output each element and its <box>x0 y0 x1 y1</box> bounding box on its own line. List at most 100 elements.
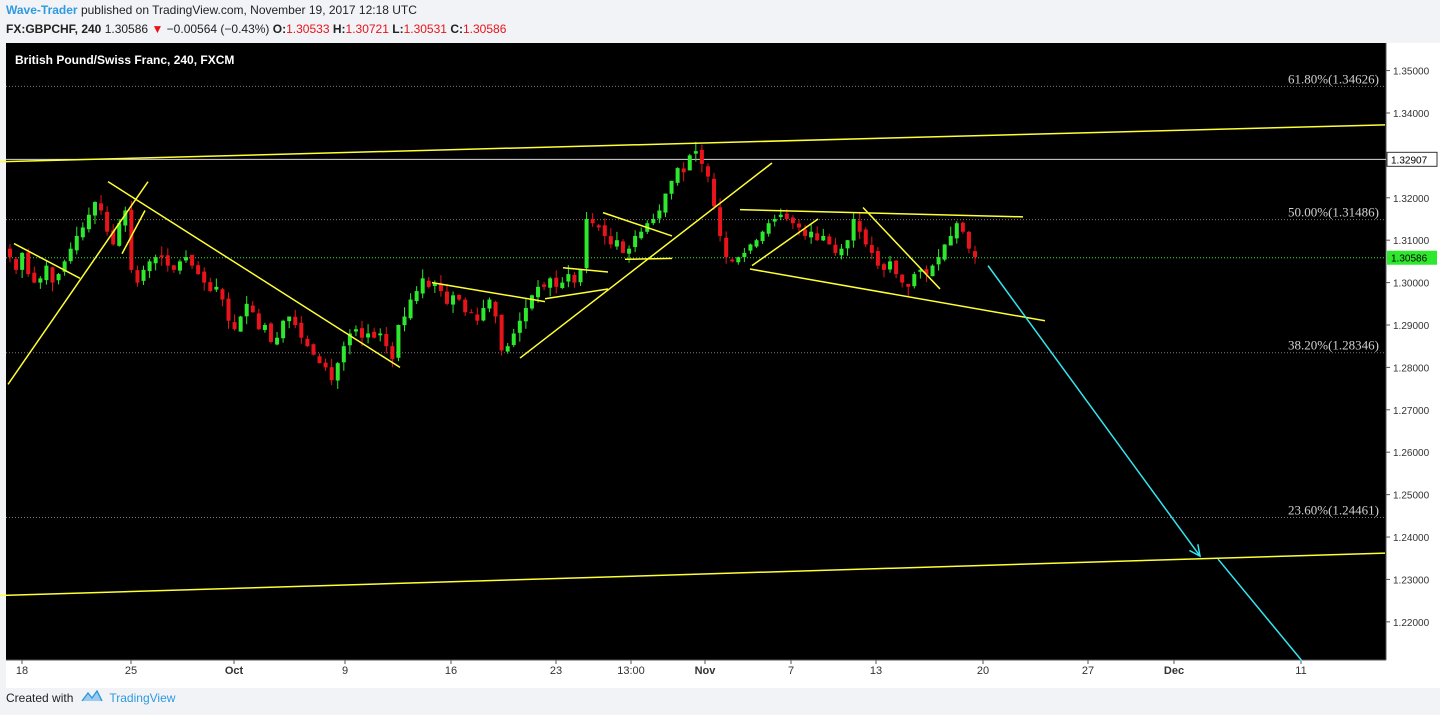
candle-body <box>262 324 267 330</box>
candle-body <box>481 308 486 321</box>
candle-body <box>396 324 401 358</box>
candle-body <box>663 193 668 213</box>
author-link[interactable]: Wave-Trader <box>6 3 78 17</box>
candle-body <box>390 346 395 359</box>
candle-body <box>803 229 808 236</box>
candle-body <box>226 298 231 321</box>
candle-body <box>888 261 893 270</box>
candle-body <box>614 240 619 247</box>
footer: Created with TradingView <box>6 689 176 705</box>
candle-body <box>171 265 176 270</box>
y-tick-label: 1.23000 <box>1393 575 1430 586</box>
candle-body <box>62 261 67 272</box>
trendline <box>562 267 609 273</box>
candle-body <box>275 337 280 345</box>
candle-body <box>857 221 862 232</box>
x-tick-label: 9 <box>342 665 348 677</box>
candle-body <box>414 291 419 302</box>
y-tick-label: 1.27000 <box>1393 406 1430 417</box>
candle-body <box>639 231 644 239</box>
candle-body <box>627 248 632 254</box>
fib-level-label: 61.80%(1.34626) <box>1288 71 1379 86</box>
candle-body <box>432 282 437 287</box>
x-tick-label: 7 <box>788 665 794 677</box>
candle-body <box>20 252 25 270</box>
forecast-arrow-line <box>987 265 1201 557</box>
price-chart[interactable]: 1.350001.340001.330001.320001.310001.300… <box>0 43 1440 688</box>
last-price-tag <box>1387 250 1437 265</box>
symbol: FX:GBPCHF, 240 <box>6 22 102 36</box>
low-label: L: <box>392 22 404 36</box>
candle-body <box>493 301 498 317</box>
candle-body <box>790 217 795 224</box>
trendline <box>0 552 1386 597</box>
tradingview-link[interactable]: TradingView <box>109 690 176 705</box>
candle-body <box>748 244 753 251</box>
candle-body <box>14 259 19 270</box>
candle-body <box>426 280 431 287</box>
candle-body <box>317 356 322 364</box>
candle-body <box>232 322 237 330</box>
candle-body <box>50 267 55 283</box>
symbol-line: FX:GBPCHF, 240 1.30586 ▼ −0.00564 (−0.43… <box>6 22 506 36</box>
candle-body <box>651 218 656 224</box>
candle-body <box>153 257 158 264</box>
candle-body <box>772 218 777 222</box>
candle-body <box>590 218 595 224</box>
x-tick-label: 16 <box>445 665 457 677</box>
candle-body <box>499 314 504 351</box>
down-triangle-icon: ▼ <box>151 22 164 36</box>
candle-body <box>766 223 771 234</box>
trendline <box>7 181 149 385</box>
candle-body <box>912 274 917 287</box>
candle-body <box>202 271 207 283</box>
candle-body <box>438 283 443 292</box>
candle-body <box>572 274 577 283</box>
candle-body <box>366 333 371 338</box>
close-value: 1.30586 <box>462 22 507 36</box>
trendline <box>13 242 81 280</box>
open-label: O: <box>272 22 287 36</box>
x-tick-label: Dec <box>1164 665 1184 677</box>
candle-body <box>924 269 929 275</box>
candle-body <box>529 295 534 309</box>
candle-body <box>323 362 328 368</box>
candle-body <box>408 299 413 319</box>
price-axis <box>1386 43 1440 688</box>
candle-body <box>754 240 759 247</box>
trendline <box>107 181 401 369</box>
candle-body <box>56 274 61 281</box>
trendline <box>739 208 1024 218</box>
candle-body <box>329 367 334 381</box>
trendline <box>544 288 609 300</box>
candle-body <box>92 202 97 216</box>
forecast-arrow-line <box>1217 558 1303 662</box>
trendline <box>0 124 1386 163</box>
x-tick-label: 27 <box>1082 665 1094 677</box>
candle-body <box>190 254 195 266</box>
x-tick-label: 25 <box>125 665 137 677</box>
publish-info: Wave-Trader published on TradingView.com… <box>6 3 417 17</box>
candle-body <box>827 236 832 245</box>
candle-body <box>372 331 377 338</box>
candle-body <box>736 257 741 263</box>
candle-body <box>511 333 516 346</box>
tradingview-logo-icon <box>81 689 104 705</box>
candle-body <box>353 329 358 332</box>
candle-body <box>378 333 383 336</box>
candle-body <box>633 235 638 248</box>
candle-body <box>129 209 134 270</box>
candle-body <box>851 218 856 241</box>
candle-body <box>560 282 565 288</box>
candle-body <box>38 278 43 283</box>
candle-body <box>821 235 826 241</box>
arrow-head-icon <box>1189 544 1202 558</box>
candle-body <box>578 269 583 283</box>
price-tag <box>1386 151 1438 167</box>
candle-body <box>457 294 462 300</box>
candle-body <box>208 282 213 292</box>
candle-body <box>712 178 717 207</box>
candle-body <box>699 149 704 164</box>
candle-body <box>420 278 425 294</box>
candle-body <box>681 168 686 173</box>
